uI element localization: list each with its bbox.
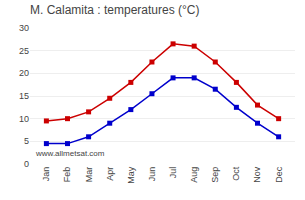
svg-text:Mar: Mar (84, 167, 94, 183)
svg-text:Aug: Aug (189, 167, 199, 183)
svg-text:Oct: Oct (231, 166, 241, 181)
svg-text:www.allmetsat.com: www.allmetsat.com (35, 149, 105, 158)
svg-text:30: 30 (19, 23, 29, 33)
svg-text:5: 5 (24, 136, 29, 146)
svg-text:0: 0 (24, 159, 29, 169)
svg-text:25: 25 (19, 46, 29, 56)
svg-text:15: 15 (19, 91, 29, 101)
svg-text:Jul: Jul (168, 167, 178, 179)
svg-text:10: 10 (19, 114, 29, 124)
svg-text:M. Calamita : temperatures (°C: M. Calamita : temperatures (°C) (30, 3, 200, 17)
svg-text:Feb: Feb (62, 167, 72, 183)
svg-text:Sep: Sep (210, 167, 220, 183)
svg-text:May: May (126, 166, 136, 184)
svg-text:Jan: Jan (41, 167, 51, 182)
svg-text:Nov: Nov (252, 166, 262, 183)
svg-text:Jun: Jun (147, 167, 157, 182)
svg-text:Dec: Dec (274, 166, 284, 183)
svg-text:20: 20 (19, 68, 29, 78)
svg-text:Apr: Apr (105, 167, 115, 181)
